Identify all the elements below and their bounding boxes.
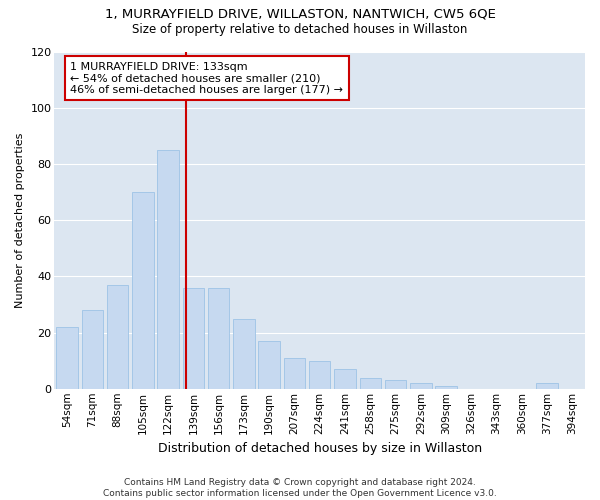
Bar xyxy=(208,288,229,389)
Bar xyxy=(436,386,457,389)
Bar xyxy=(385,380,406,389)
Text: Size of property relative to detached houses in Willaston: Size of property relative to detached ho… xyxy=(133,22,467,36)
Bar xyxy=(132,192,154,389)
Text: 1, MURRAYFIELD DRIVE, WILLASTON, NANTWICH, CW5 6QE: 1, MURRAYFIELD DRIVE, WILLASTON, NANTWIC… xyxy=(104,8,496,20)
Bar xyxy=(56,327,78,389)
Bar xyxy=(309,360,331,389)
Bar xyxy=(284,358,305,389)
Bar xyxy=(536,383,558,389)
Text: 1 MURRAYFIELD DRIVE: 133sqm
← 54% of detached houses are smaller (210)
46% of se: 1 MURRAYFIELD DRIVE: 133sqm ← 54% of det… xyxy=(70,62,343,95)
Bar xyxy=(259,341,280,389)
Bar xyxy=(107,285,128,389)
Bar xyxy=(233,318,254,389)
Bar xyxy=(334,369,356,389)
Bar xyxy=(82,310,103,389)
Bar xyxy=(157,150,179,389)
Y-axis label: Number of detached properties: Number of detached properties xyxy=(15,132,25,308)
Bar xyxy=(410,383,431,389)
Bar xyxy=(359,378,381,389)
X-axis label: Distribution of detached houses by size in Willaston: Distribution of detached houses by size … xyxy=(158,442,482,455)
Text: Contains HM Land Registry data © Crown copyright and database right 2024.
Contai: Contains HM Land Registry data © Crown c… xyxy=(103,478,497,498)
Bar xyxy=(182,288,204,389)
